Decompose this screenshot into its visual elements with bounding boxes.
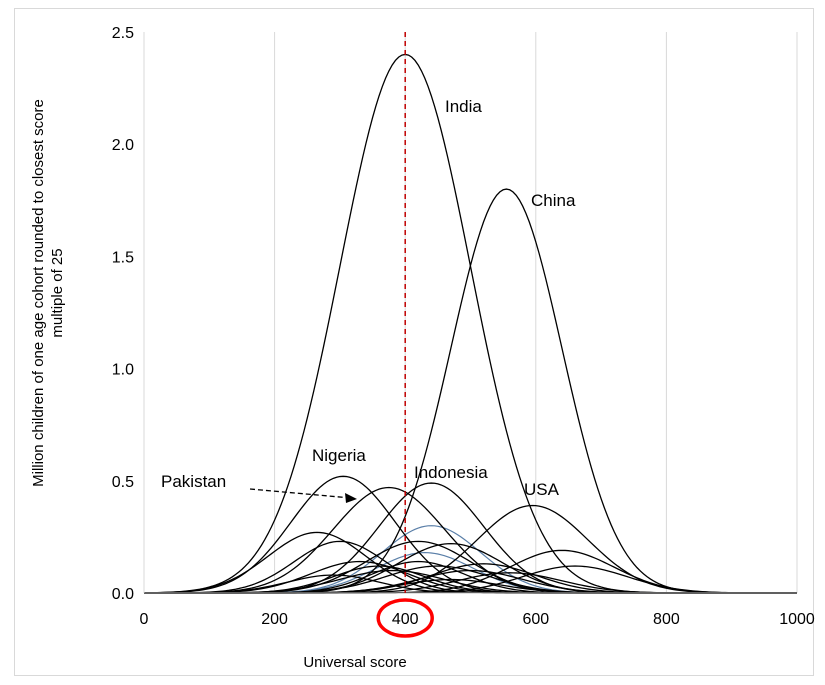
label-nigeria: Nigeria bbox=[312, 446, 366, 465]
y-tick-label: 0.5 bbox=[112, 474, 134, 491]
label-indonesia: Indonesia bbox=[414, 463, 488, 482]
y-tick-label: 0.0 bbox=[112, 586, 134, 603]
chart-frame: 0 200 400 600 800 1000 0.0 0.5 1.0 1.5 2.0 2.5 Indi… bbox=[14, 8, 815, 676]
x-tick-label: 600 bbox=[522, 611, 549, 628]
x-axis-title: Universal score bbox=[303, 654, 406, 671]
y-tick-label: 2.5 bbox=[112, 25, 134, 42]
curve-china bbox=[144, 188, 797, 594]
pakistan-arrow-head bbox=[345, 493, 357, 503]
x-tick-label: 400 bbox=[392, 611, 419, 628]
distribution-curves bbox=[143, 53, 797, 594]
x-tick-label: 1000 bbox=[779, 611, 815, 628]
curve-india bbox=[143, 53, 797, 594]
label-pakistan: Pakistan bbox=[161, 472, 226, 491]
curve-nigeria bbox=[143, 475, 797, 594]
gridlines bbox=[274, 32, 798, 593]
x-tick-label: 200 bbox=[261, 611, 288, 628]
y-axis-title-line-1: Million children of one age cohort round… bbox=[30, 99, 47, 487]
y-tick-label: 1.0 bbox=[112, 362, 134, 379]
annotations: India China Nigeria Pakistan Indonesia USA bbox=[161, 32, 576, 638]
label-usa: USA bbox=[524, 480, 560, 499]
highlight-circle-400 bbox=[376, 598, 434, 638]
label-india: India bbox=[445, 97, 482, 116]
x-tick-label: 800 bbox=[653, 611, 680, 628]
curve-usa bbox=[144, 504, 797, 594]
axes: 0 200 400 600 800 1000 0.0 0.5 1.0 1.5 2.0 2.5 bbox=[112, 25, 815, 628]
label-china: China bbox=[531, 191, 576, 210]
score-distribution-chart: 0 200 400 600 800 1000 0.0 0.5 1.0 1.5 2.0 2.5 Indi… bbox=[30, 25, 815, 671]
distribution-curve-blue bbox=[144, 525, 797, 594]
pakistan-arrow-line bbox=[249, 488, 352, 499]
x-tick-label: 0 bbox=[140, 611, 149, 628]
y-tick-label: 1.5 bbox=[112, 249, 134, 266]
y-axis-title-line-2: multiple of 25 bbox=[49, 248, 66, 337]
y-tick-label: 2.0 bbox=[112, 137, 134, 154]
